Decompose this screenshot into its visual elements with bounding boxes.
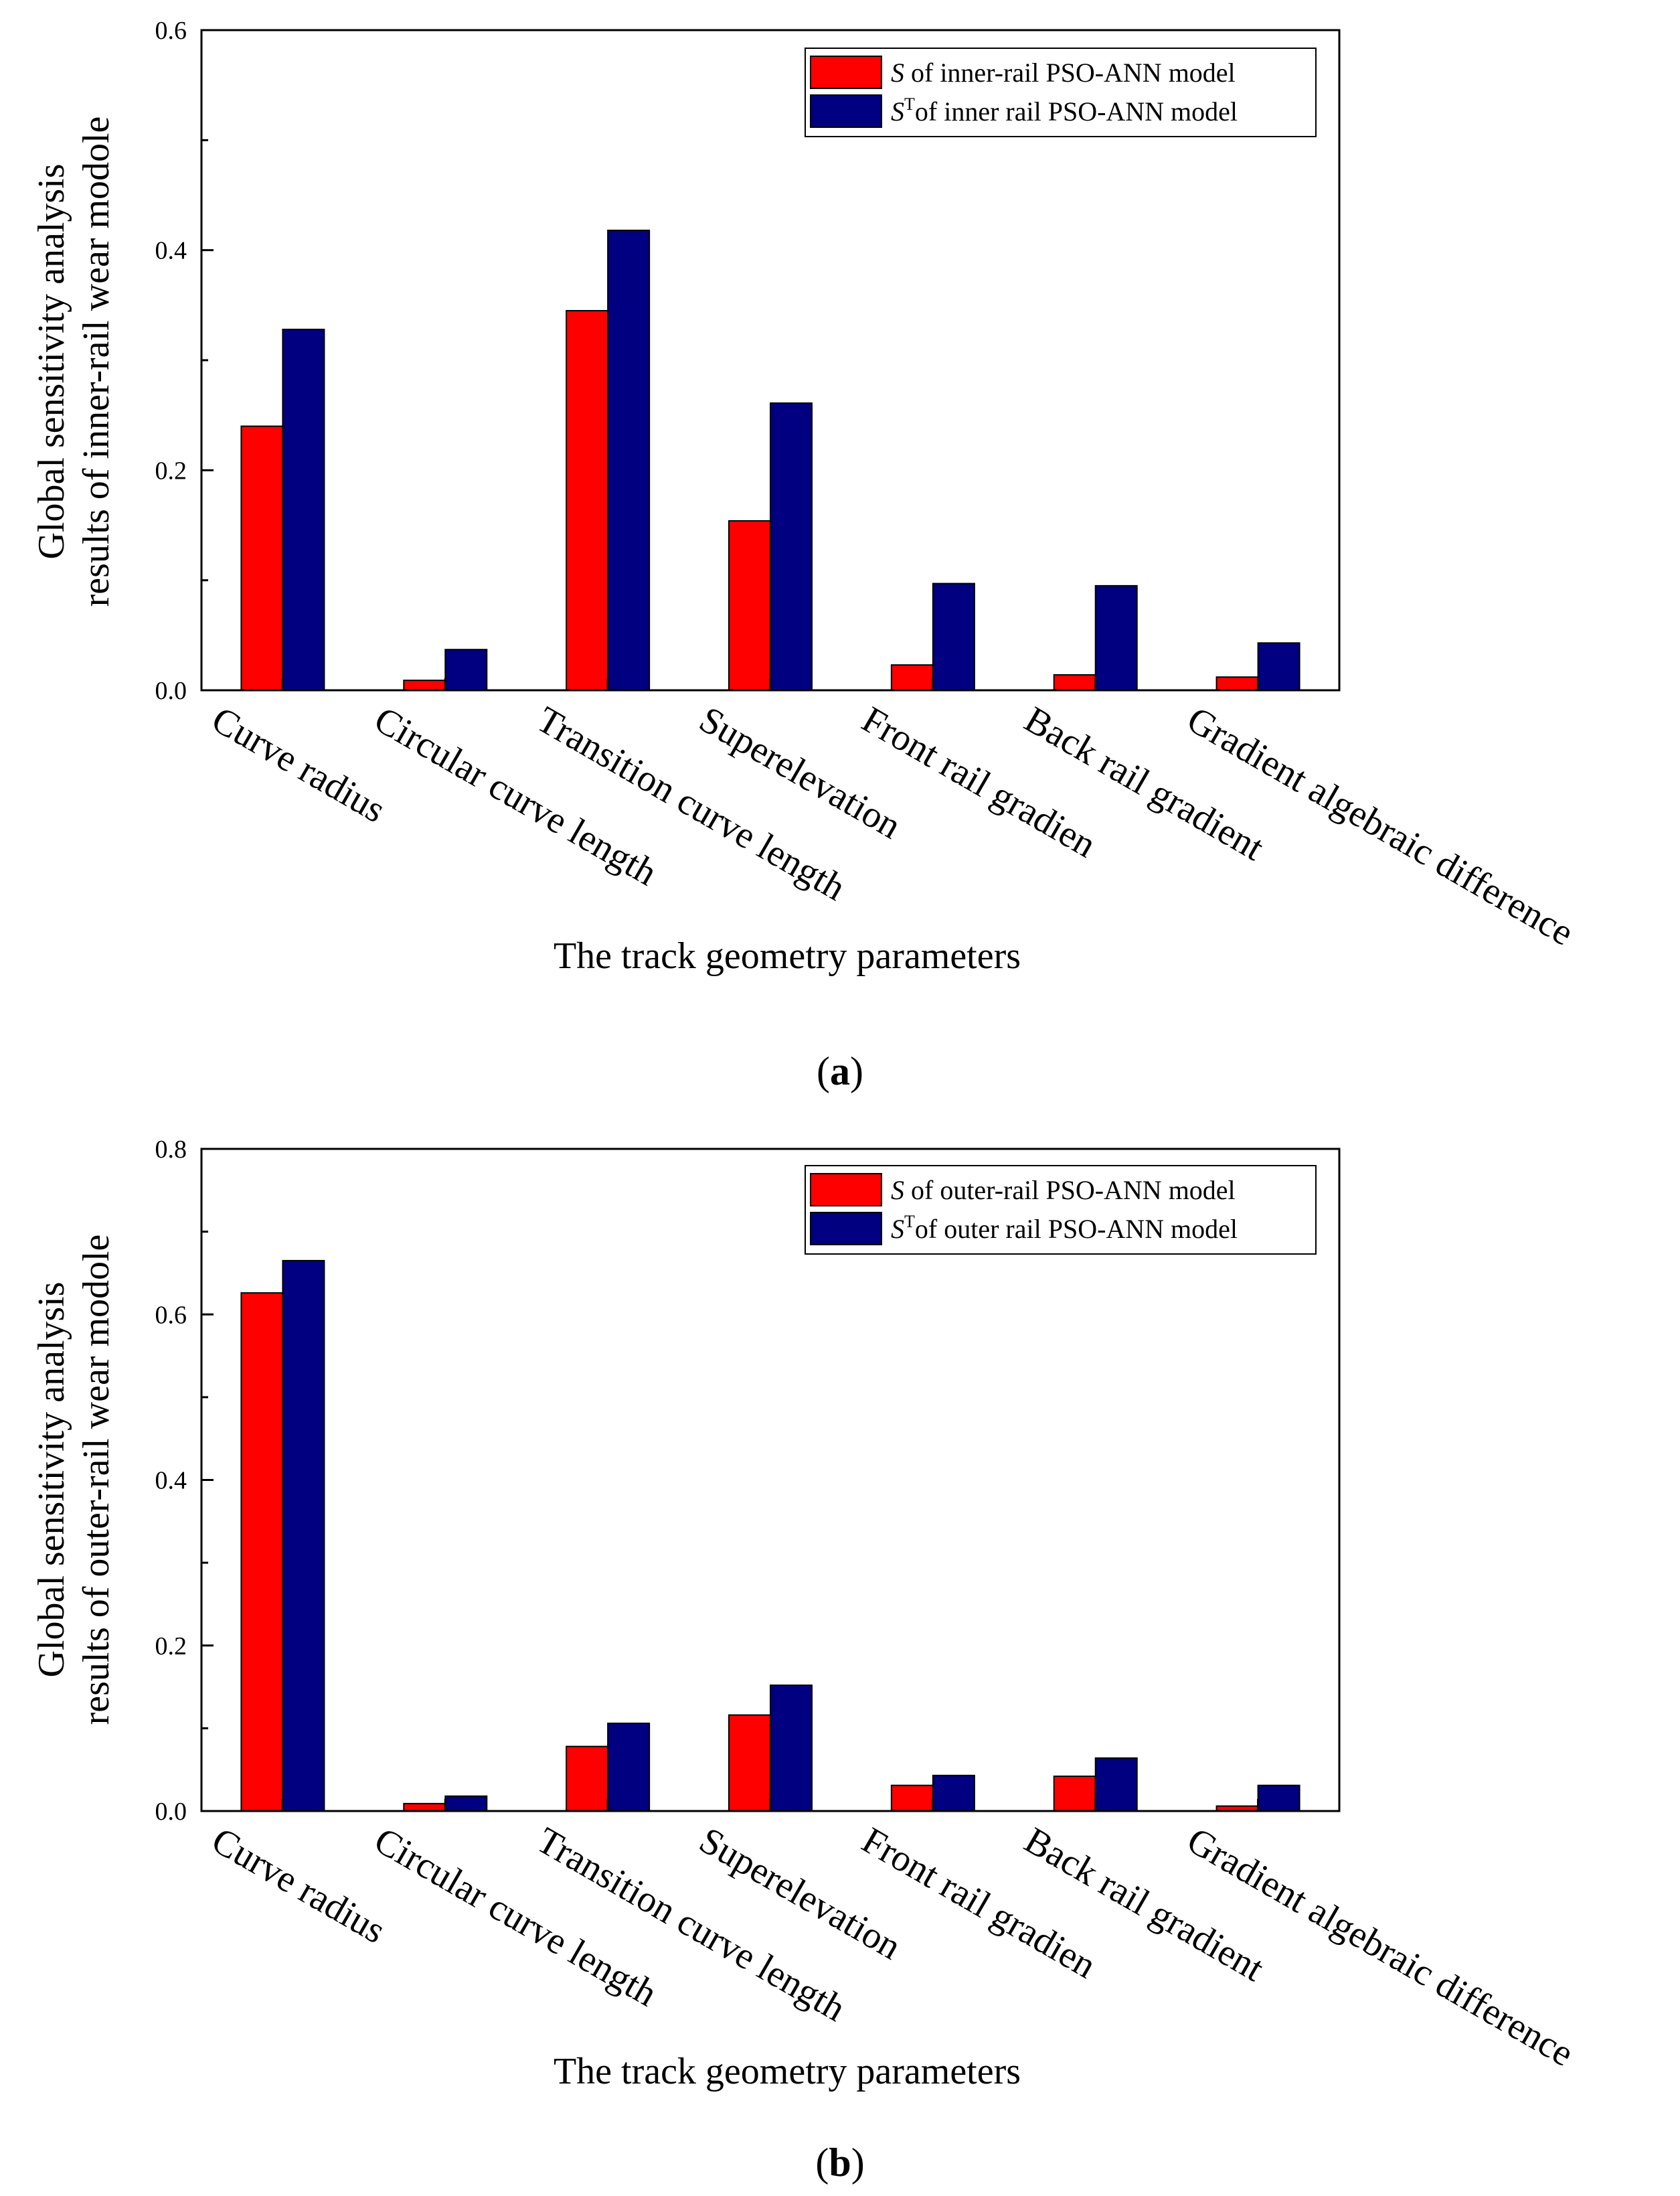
bar-s-2	[566, 1745, 609, 1812]
bar-s-0	[240, 1292, 284, 1812]
panel-caption: (b)	[815, 2140, 864, 2185]
caption-letter: b	[829, 2140, 851, 2185]
bar-s-3	[728, 1714, 771, 1812]
bar-s-5	[1053, 674, 1096, 692]
y-tick-label: 0.6	[155, 17, 187, 45]
legend-swatch-st	[810, 94, 882, 128]
bar-s-6	[1215, 676, 1259, 692]
y-tick-label: 0.0	[155, 1798, 187, 1826]
legend-swatch-s	[810, 56, 882, 89]
legend-symbol: S	[891, 1214, 904, 1244]
x-axis-label: The track geometry parameters	[554, 935, 1021, 977]
x-category-label: Circular curve length	[367, 699, 664, 894]
legend-label-st: STof inner rail PSO-ANN model	[891, 94, 1238, 127]
legend-box	[805, 1165, 1317, 1255]
legend-text: of inner-rail PSO-ANN model	[904, 58, 1236, 88]
legend-label-s: S of outer-rail PSO-ANN model	[891, 1175, 1236, 1205]
x-category-label: Curve radius	[205, 699, 392, 832]
bar-st-1	[444, 1795, 488, 1812]
legend-label-st: STof outer rail PSO-ANN model	[891, 1212, 1238, 1244]
y-axis-label-line2: results of inner-rail wear modole	[76, 116, 117, 607]
y-tick-label: 0.8	[155, 1135, 187, 1164]
caption-paren: (	[817, 1049, 830, 1093]
legend-superscript: T	[904, 94, 915, 114]
legend-label-s: S of inner-rail PSO-ANN model	[891, 58, 1236, 88]
bar-s-4	[890, 1784, 934, 1812]
y-tick-label: 0.4	[155, 1467, 187, 1495]
legend-box	[805, 48, 1317, 137]
x-axis-label: The track geometry parameters	[554, 2051, 1021, 2092]
caption-paren: )	[850, 1049, 863, 1093]
bar-s-2	[566, 310, 609, 691]
bar-s-0	[240, 425, 284, 691]
bar-s-5	[1053, 1776, 1096, 1812]
y-axis-label-line1: Global sensitivity analysis	[31, 1281, 72, 1677]
bar-s-1	[403, 680, 446, 692]
legend-swatch-st	[810, 1212, 882, 1245]
legend-text: of outer-rail PSO-ANN model	[904, 1175, 1236, 1205]
bar-s-3	[728, 520, 771, 692]
bar-st-6	[1257, 642, 1300, 691]
bar-st-3	[770, 402, 813, 692]
bar-st-2	[607, 1722, 651, 1812]
legend-swatch-s	[810, 1173, 882, 1206]
bar-st-6	[1257, 1784, 1300, 1812]
bar-st-0	[282, 1259, 325, 1812]
bar-st-5	[1094, 584, 1138, 692]
bar-st-0	[282, 328, 325, 691]
bar-st-4	[932, 582, 975, 692]
y-tick-label: 0.6	[155, 1301, 187, 1329]
bar-st-3	[770, 1684, 813, 1812]
bar-st-1	[444, 649, 488, 691]
y-tick-label: 0.2	[155, 1632, 187, 1660]
bar-st-2	[607, 230, 651, 691]
x-category-label: Curve radius	[205, 1820, 392, 1952]
legend-symbol: S	[891, 96, 904, 127]
x-category-label: Transition curve length	[530, 1820, 853, 2030]
bar-st-5	[1094, 1757, 1138, 1812]
legend-symbol: S	[891, 1175, 904, 1205]
y-axis-label-line1: Global sensitivity analysis	[31, 163, 72, 559]
bar-st-4	[932, 1774, 975, 1812]
panel-caption: (a)	[817, 1049, 863, 1093]
caption-paren: (	[815, 2140, 829, 2185]
x-category-label: Transition curve length	[530, 699, 853, 909]
y-tick-label: 0.0	[155, 677, 187, 705]
x-category-label: Circular curve length	[367, 1820, 664, 2015]
y-axis-label-line2: results of outer-rail wear modole	[76, 1235, 117, 1725]
legend-symbol: S	[891, 58, 904, 88]
y-tick-label: 0.2	[155, 457, 187, 485]
caption-letter: a	[830, 1049, 850, 1093]
legend-text: of outer rail PSO-ANN model	[915, 1214, 1238, 1244]
bar-s-4	[890, 664, 934, 691]
bar-s-1	[403, 1802, 446, 1812]
y-tick-label: 0.4	[155, 237, 187, 265]
legend-text: of inner rail PSO-ANN model	[915, 96, 1238, 127]
legend-superscript: T	[904, 1212, 915, 1231]
caption-paren: )	[851, 2140, 865, 2185]
